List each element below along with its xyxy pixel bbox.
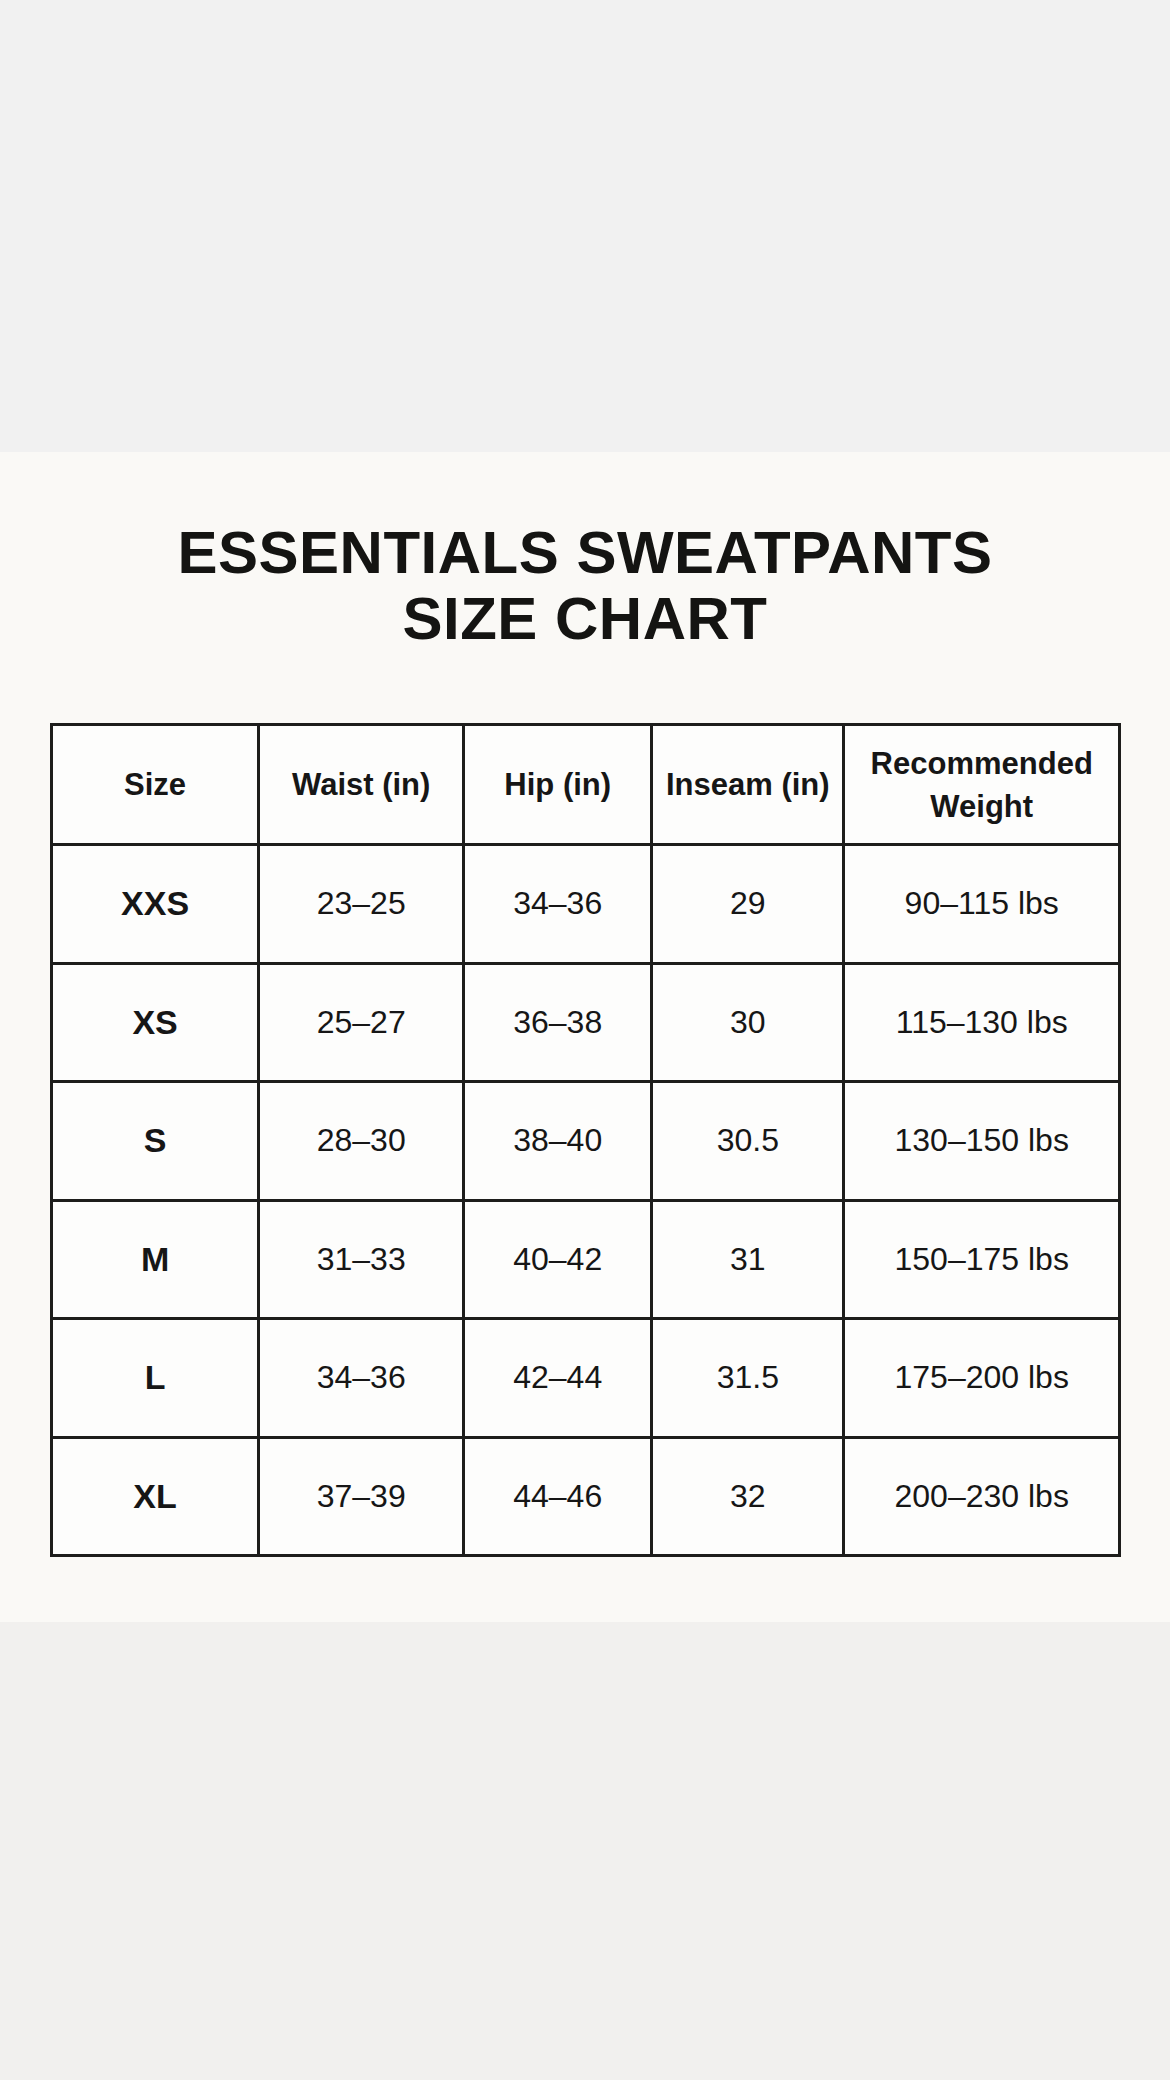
column-header-waist: Waist (in): [259, 725, 464, 845]
inseam-value: 29: [652, 845, 844, 964]
waist-value: 23–25: [259, 845, 464, 964]
table-row-xl: XL 37–39 44–46 32 200–230 lbs: [52, 1437, 1120, 1556]
page-title: ESSENTIALS SWEATPANTS SIZE CHART: [0, 520, 1170, 652]
inseam-value: 31.5: [652, 1319, 844, 1438]
weight-value: 130–150 lbs: [844, 1082, 1120, 1201]
hip-value: 40–42: [464, 1200, 652, 1319]
weight-value: 90–115 lbs: [844, 845, 1120, 964]
page-title-line2: SIZE CHART: [0, 586, 1170, 652]
size-label: XL: [52, 1437, 259, 1556]
size-chart-table: Size Waist (in) Hip (in) Inseam (in) Rec…: [50, 723, 1121, 1557]
weight-value: 200–230 lbs: [844, 1437, 1120, 1556]
weight-value: 115–130 lbs: [844, 963, 1120, 1082]
size-label: S: [52, 1082, 259, 1201]
column-header-size: Size: [52, 725, 259, 845]
weight-value: 175–200 lbs: [844, 1319, 1120, 1438]
waist-value: 25–27: [259, 963, 464, 1082]
hip-value: 34–36: [464, 845, 652, 964]
size-label: XXS: [52, 845, 259, 964]
waist-value: 34–36: [259, 1319, 464, 1438]
column-header-hip: Hip (in): [464, 725, 652, 845]
table-row-l: L 34–36 42–44 31.5 175–200 lbs: [52, 1319, 1120, 1438]
hip-value: 36–38: [464, 963, 652, 1082]
table-header-row: Size Waist (in) Hip (in) Inseam (in) Rec…: [52, 725, 1120, 845]
hip-value: 38–40: [464, 1082, 652, 1201]
waist-value: 31–33: [259, 1200, 464, 1319]
waist-value: 28–30: [259, 1082, 464, 1201]
waist-value: 37–39: [259, 1437, 464, 1556]
hip-value: 42–44: [464, 1319, 652, 1438]
weight-value: 150–175 lbs: [844, 1200, 1120, 1319]
column-header-weight: Recommended Weight: [844, 725, 1120, 845]
column-header-inseam: Inseam (in): [652, 725, 844, 845]
page-title-line1: ESSENTIALS SWEATPANTS: [0, 520, 1170, 586]
table-row-m: M 31–33 40–42 31 150–175 lbs: [52, 1200, 1120, 1319]
inseam-value: 30.5: [652, 1082, 844, 1201]
bottom-letterbox-band: [0, 1622, 1170, 2080]
size-label: L: [52, 1319, 259, 1438]
table-row-xs: XS 25–27 36–38 30 115–130 lbs: [52, 963, 1120, 1082]
top-letterbox-band: [0, 0, 1170, 452]
hip-value: 44–46: [464, 1437, 652, 1556]
size-label: XS: [52, 963, 259, 1082]
inseam-value: 31: [652, 1200, 844, 1319]
inseam-value: 32: [652, 1437, 844, 1556]
table-row-xxs: XXS 23–25 34–36 29 90–115 lbs: [52, 845, 1120, 964]
size-label: M: [52, 1200, 259, 1319]
inseam-value: 30: [652, 963, 844, 1082]
table-row-s: S 28–30 38–40 30.5 130–150 lbs: [52, 1082, 1120, 1201]
